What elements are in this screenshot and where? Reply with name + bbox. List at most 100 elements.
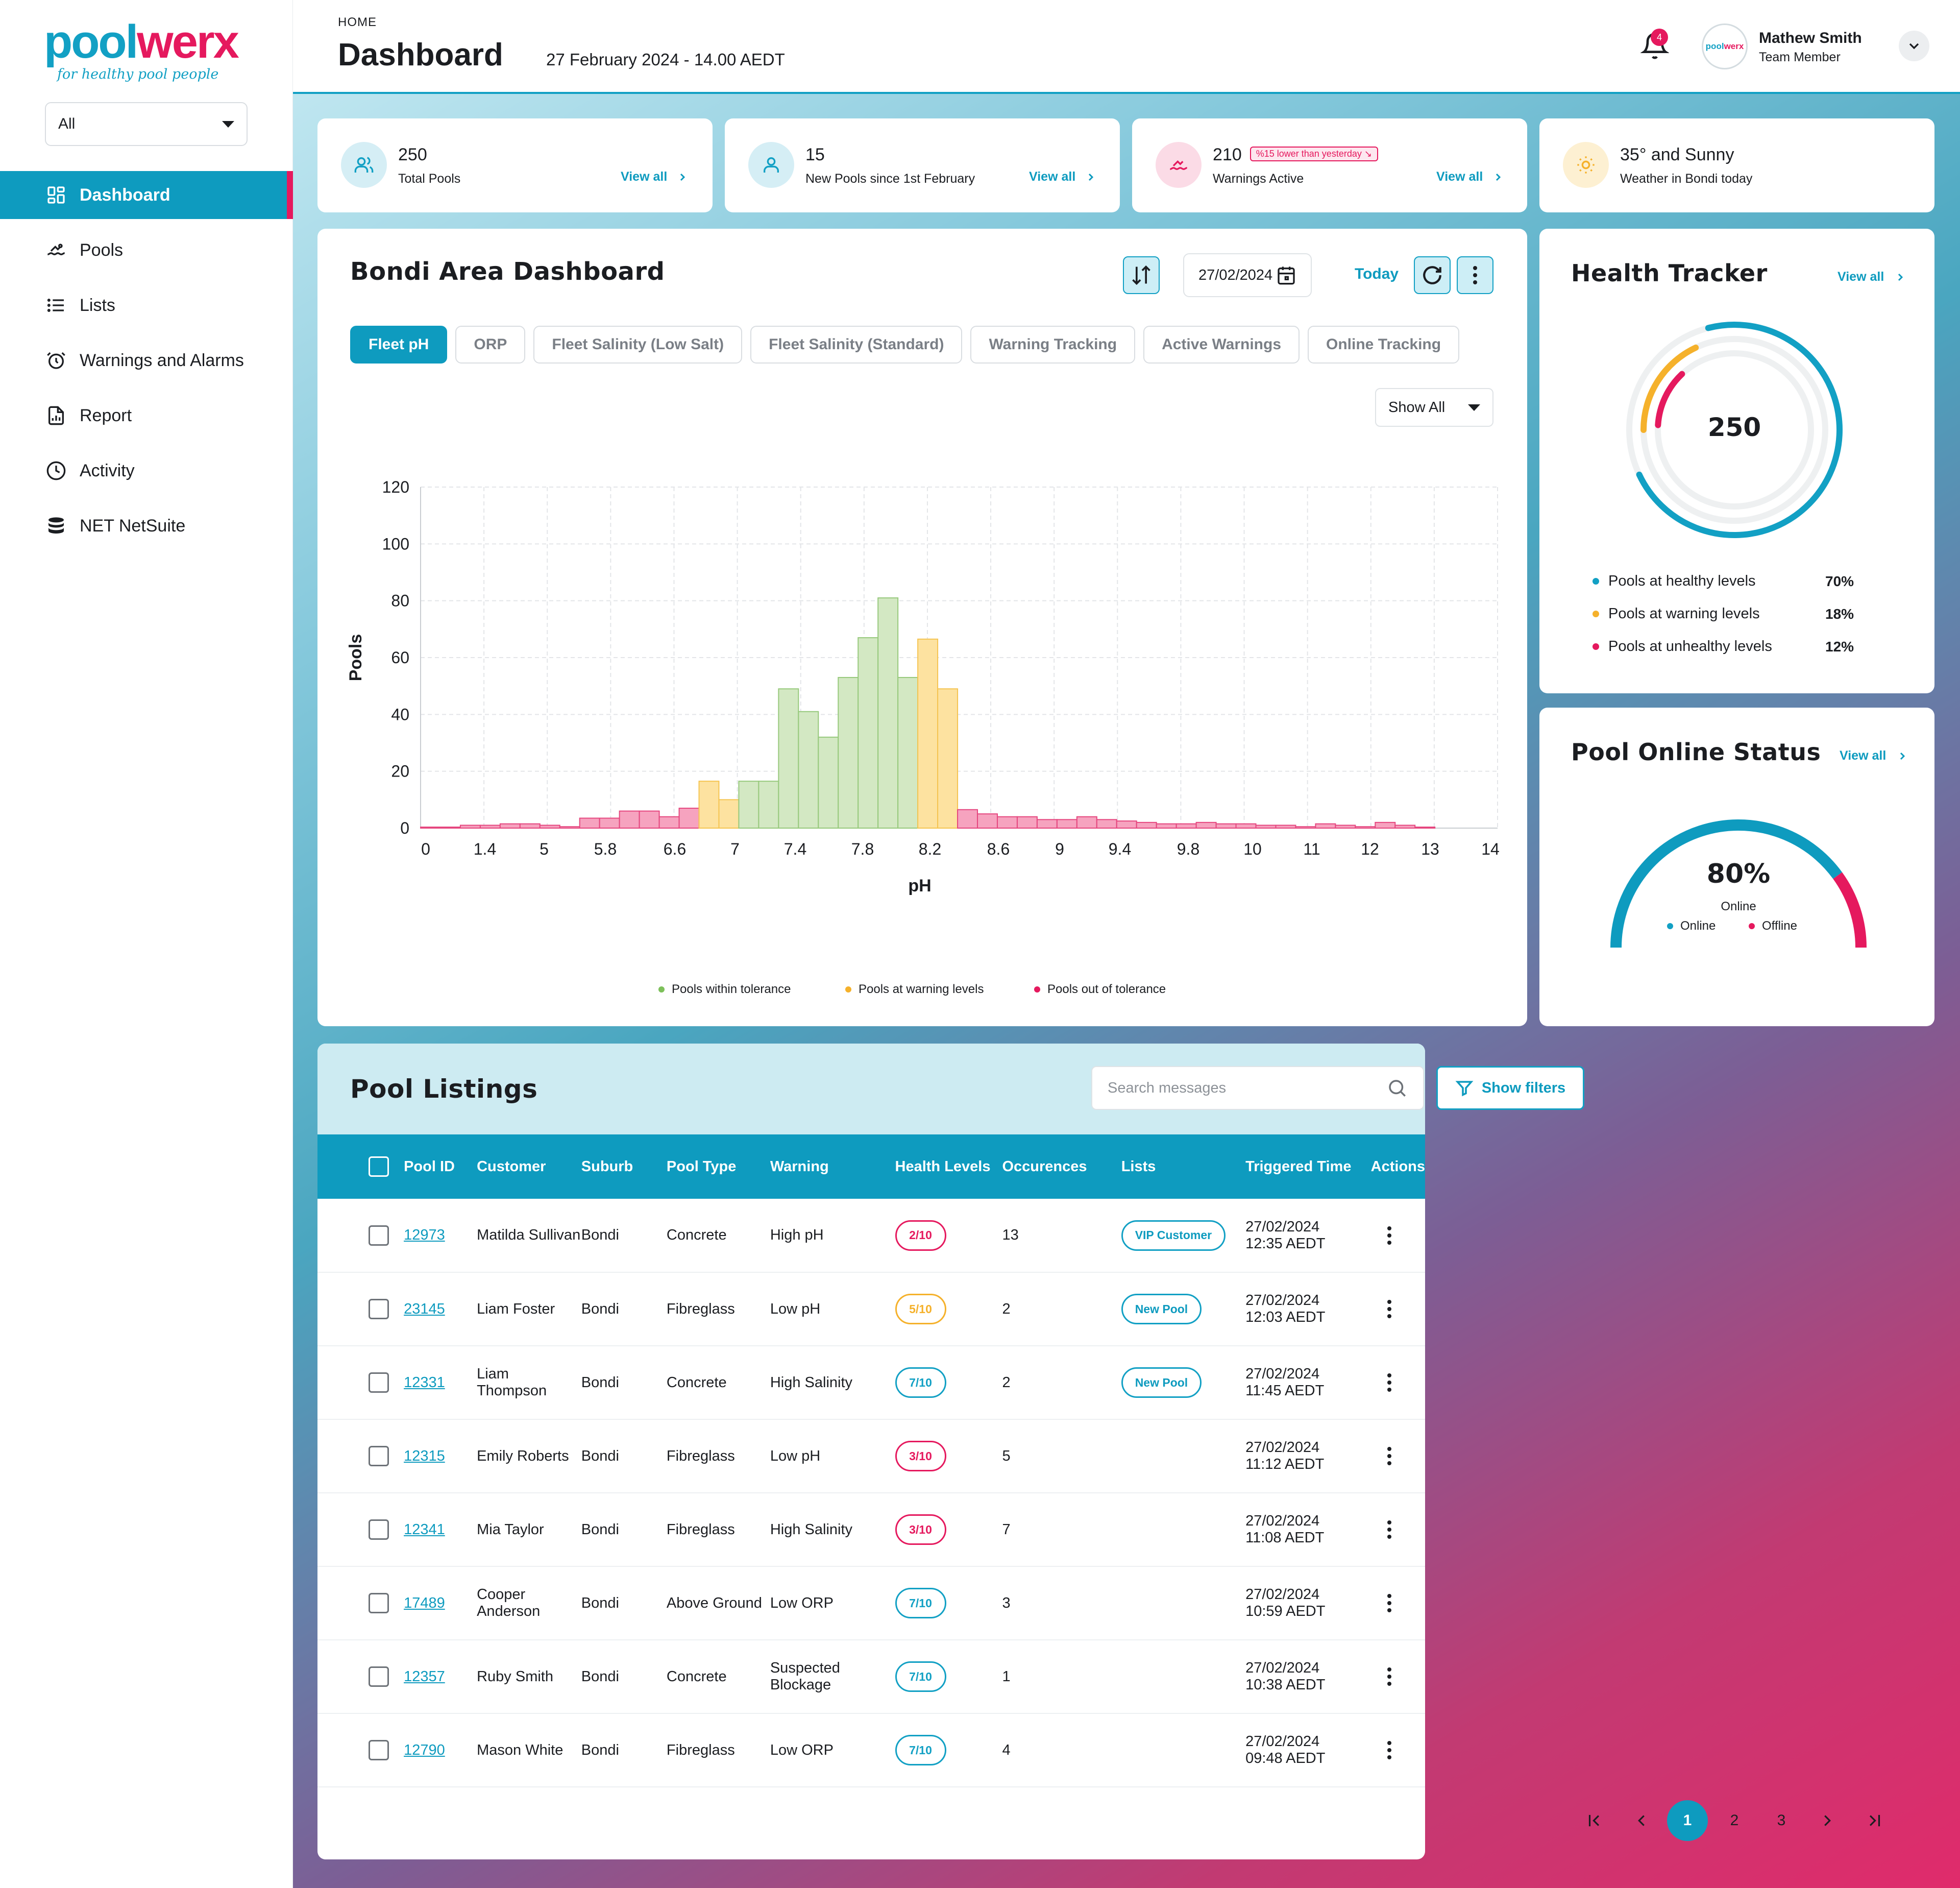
avatar[interactable]: pool werx — [1702, 23, 1748, 69]
card-title: Pool Online Status — [1571, 738, 1821, 766]
sidebar-nav: Dashboard Pools Lists Warnings and Alarm… — [0, 171, 293, 557]
pool-id-link[interactable]: 23145 — [404, 1300, 445, 1317]
triggered-time: 12:35 AEDT — [1245, 1235, 1326, 1252]
area-filter-select[interactable]: All — [45, 102, 248, 146]
prev-page-button[interactable] — [1621, 1800, 1662, 1841]
column-header[interactable]: Occurences — [1002, 1134, 1121, 1199]
column-header[interactable]: Customer — [477, 1134, 581, 1199]
histogram-bar — [977, 813, 998, 829]
sidebar-item-dashboard[interactable]: Dashboard — [0, 171, 293, 219]
sidebar-item-netsuite[interactable]: NET NetSuite — [0, 502, 293, 550]
health-row-pct: 70% — [1825, 573, 1854, 589]
row-actions-button[interactable] — [1384, 1300, 1394, 1318]
view-all-link[interactable]: View all — [621, 170, 689, 184]
search-input[interactable]: Search messages — [1091, 1066, 1424, 1110]
tab-active-warnings[interactable]: Active Warnings — [1143, 326, 1300, 364]
chevron-right-icon — [680, 173, 685, 181]
page-button-2[interactable]: 2 — [1730, 1812, 1739, 1829]
page-button-3[interactable]: 3 — [1777, 1812, 1786, 1829]
legend-dot — [1592, 643, 1599, 650]
sidebar-item-activity[interactable]: Activity — [0, 447, 293, 495]
row-actions-button[interactable] — [1384, 1520, 1394, 1539]
next-page-button[interactable] — [1807, 1800, 1848, 1841]
sidebar-item-pools[interactable]: Pools — [0, 226, 293, 274]
column-header[interactable]: Pool Type — [666, 1134, 770, 1199]
tab-fleet-salinity-low[interactable]: Fleet Salinity (Low Salt) — [533, 326, 743, 364]
column-header[interactable]: Lists — [1121, 1134, 1246, 1199]
sidebar-item-lists[interactable]: Lists — [0, 281, 293, 329]
view-all-link[interactable]: View all — [1436, 170, 1504, 184]
refresh-button[interactable] — [1414, 256, 1451, 294]
row-checkbox[interactable] — [369, 1372, 389, 1393]
breadcrumb[interactable]: HOME — [338, 15, 377, 29]
view-all-link[interactable]: View all — [1840, 748, 1908, 763]
more-options-button[interactable] — [1457, 256, 1493, 294]
pool-id-link[interactable]: 12973 — [404, 1227, 445, 1243]
histogram-bar — [818, 736, 839, 829]
pool-id-link[interactable]: 12790 — [404, 1741, 445, 1758]
list-tag-chip[interactable]: New Pool — [1121, 1367, 1202, 1398]
show-filters-button[interactable]: Show filters — [1436, 1066, 1584, 1110]
histogram-bar — [1255, 825, 1277, 829]
column-header[interactable]: Pool ID — [404, 1134, 477, 1199]
lists-cell: New Pool — [1121, 1272, 1246, 1346]
user-menu-button[interactable] — [1899, 31, 1929, 61]
pool-id-link[interactable]: 12341 — [404, 1521, 445, 1538]
x-tick-label: 7.8 — [851, 840, 874, 858]
triggered-date: 27/02/2024 — [1245, 1513, 1320, 1529]
pool-id-link[interactable]: 12357 — [404, 1668, 445, 1685]
tab-orp[interactable]: ORP — [455, 326, 526, 364]
row-actions-button[interactable] — [1384, 1594, 1394, 1612]
pool-id-link[interactable]: 17489 — [404, 1594, 445, 1611]
tab-online-tracking[interactable]: Online Tracking — [1308, 326, 1460, 364]
series-filter-select[interactable]: Show All — [1375, 388, 1493, 427]
pool-id-link[interactable]: 12315 — [404, 1447, 445, 1464]
first-page-button[interactable] — [1574, 1800, 1615, 1841]
row-actions-button[interactable] — [1384, 1226, 1394, 1245]
row-checkbox[interactable] — [369, 1593, 389, 1613]
tab-fleet-salinity-standard[interactable]: Fleet Salinity (Standard) — [750, 326, 963, 364]
row-actions-button[interactable] — [1384, 1667, 1394, 1686]
column-header[interactable]: Triggered Time — [1245, 1134, 1371, 1199]
page-button-1[interactable]: 1 — [1667, 1800, 1708, 1841]
tab-fleet-ph[interactable]: Fleet pH — [350, 326, 448, 364]
row-checkbox[interactable] — [369, 1299, 389, 1319]
view-all-link[interactable]: View all — [1029, 170, 1097, 184]
last-page-button[interactable] — [1854, 1800, 1895, 1841]
row-actions-button[interactable] — [1384, 1741, 1394, 1759]
row-checkbox[interactable] — [369, 1519, 389, 1540]
row-actions-button[interactable] — [1384, 1447, 1394, 1465]
lists-cell — [1121, 1640, 1246, 1714]
select-all-checkbox[interactable] — [369, 1156, 389, 1177]
legend-dot — [1592, 611, 1599, 617]
list-tag-chip[interactable]: VIP Customer — [1121, 1220, 1226, 1251]
tab-warning-tracking[interactable]: Warning Tracking — [970, 326, 1136, 364]
column-header[interactable]: Suburb — [581, 1134, 667, 1199]
x-tick-label: 9 — [1055, 840, 1064, 858]
row-checkbox[interactable] — [369, 1740, 389, 1760]
sort-button[interactable] — [1123, 256, 1160, 294]
pool-id-link[interactable]: 12331 — [404, 1374, 445, 1391]
sidebar-item-report[interactable]: Report — [0, 392, 293, 440]
lists-cell — [1121, 1493, 1246, 1567]
view-all-link[interactable]: View all — [1837, 270, 1906, 284]
histogram-bar — [1156, 823, 1177, 829]
row-checkbox[interactable] — [369, 1225, 389, 1246]
row-checkbox[interactable] — [369, 1446, 389, 1466]
actions-cell — [1370, 1346, 1425, 1420]
pool-type-cell: Fibreglass — [666, 1419, 770, 1493]
sidebar-item-warnings[interactable]: Warnings and Alarms — [0, 336, 293, 384]
row-select-cell — [317, 1566, 404, 1640]
list-tag-chip[interactable]: New Pool — [1121, 1294, 1202, 1324]
row-checkbox[interactable] — [369, 1666, 389, 1687]
column-header[interactable]: Health Levels — [895, 1134, 1002, 1199]
occurrences-cell: 1 — [1002, 1640, 1121, 1714]
histogram-bar — [599, 817, 620, 829]
health-level-cell: 7/10 — [895, 1346, 1002, 1420]
today-button[interactable]: Today — [1355, 265, 1399, 282]
row-actions-button[interactable] — [1384, 1373, 1394, 1392]
poolwerx-logo[interactable]: poolwerx for healthy pool people — [44, 18, 239, 82]
x-tick-label: 14 — [1481, 840, 1500, 858]
date-picker[interactable]: 27/02/2024 — [1183, 253, 1312, 297]
column-header[interactable]: Warning — [770, 1134, 895, 1199]
